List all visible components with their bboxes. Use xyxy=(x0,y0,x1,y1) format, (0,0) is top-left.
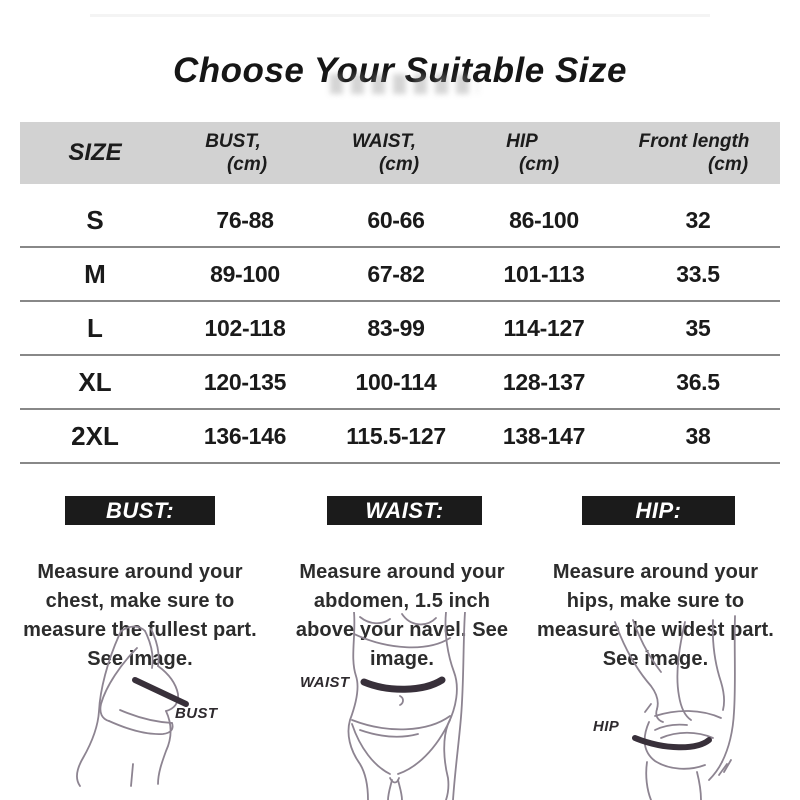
row-l-size: L xyxy=(87,312,103,343)
faint-top-artifact xyxy=(90,14,710,17)
row-2xl-front-length: 38 xyxy=(685,422,711,449)
header-front-length-unit: (cm) xyxy=(707,154,749,175)
table-row: XL 120-135 100-114 128-137 36.5 xyxy=(20,356,780,410)
waist-measure-band xyxy=(360,676,446,693)
header-size-label: SIZE xyxy=(68,139,122,167)
header-hip-label: HIP xyxy=(506,130,538,152)
header-waist-label: WAIST, xyxy=(351,130,417,152)
row-xl-waist: 100-114 xyxy=(355,368,437,395)
size-table-body: S 76-88 60-66 86-100 32 M 89-100 67-82 1… xyxy=(20,194,780,464)
waist-label-bar: WAIST: xyxy=(327,496,482,525)
header-hip-unit: (cm) xyxy=(518,154,560,175)
bust-figure-label: BUST xyxy=(175,705,218,722)
hip-figure: HIP xyxy=(585,612,760,800)
bust-label-bar: BUST: xyxy=(65,496,215,525)
row-l-waist: 83-99 xyxy=(367,314,425,341)
row-m-waist: 67-82 xyxy=(367,260,425,287)
header-waist: WAIST, (cm) xyxy=(320,130,472,176)
header-bust: BUST, (cm) xyxy=(170,130,320,176)
hip-figure-illustration xyxy=(614,615,736,800)
hip-figure-outline xyxy=(614,615,736,800)
row-xl-hip: 128-137 xyxy=(502,368,586,395)
row-m-hip: 101-113 xyxy=(503,260,585,287)
waist-figure: WAIST xyxy=(298,612,470,800)
row-2xl-bust: 136-146 xyxy=(203,422,287,449)
row-2xl-size: 2XL xyxy=(71,420,119,451)
row-s-hip: 86-100 xyxy=(509,206,579,233)
waist-figure-outline xyxy=(347,612,466,800)
row-m-front-length: 33.5 xyxy=(676,260,720,287)
size-table-header: SIZE BUST, (cm) WAIST, (cm) HIP (cm) Fro… xyxy=(20,122,780,184)
row-s-front-length: 32 xyxy=(685,206,711,233)
waist-description: Measure around your abdomen, 1.5 inch ab… xyxy=(295,561,509,670)
hip-label-bar: HIP: xyxy=(582,496,735,525)
row-xl-size: XL xyxy=(78,366,112,397)
row-xl-front-length: 36.5 xyxy=(676,368,720,395)
row-m-size: M xyxy=(84,258,106,289)
bust-figure: BUST xyxy=(45,616,235,788)
row-xl-bust: 120-135 xyxy=(203,368,287,395)
waist-figure-illustration xyxy=(347,612,466,800)
page-title: Choose Your Suitable Size xyxy=(173,51,627,91)
header-front-length-label: Front length xyxy=(638,130,750,152)
header-waist-unit: (cm) xyxy=(378,154,420,175)
row-s-bust: 76-88 xyxy=(216,206,274,233)
header-hip: HIP (cm) xyxy=(472,130,616,176)
waist-figure-label: WAIST xyxy=(300,674,350,691)
hip-description: Measure around your hips, make sure to m… xyxy=(537,561,774,670)
header-size: SIZE xyxy=(20,138,170,167)
row-s-size: S xyxy=(86,204,104,235)
table-row: M 89-100 67-82 101-113 33.5 xyxy=(20,248,780,302)
row-m-bust: 89-100 xyxy=(210,260,280,287)
hip-measure-band xyxy=(632,735,712,751)
table-row: S 76-88 60-66 86-100 32 xyxy=(20,194,780,248)
row-l-hip: 114-127 xyxy=(503,314,585,341)
erased-subtitle-artifact xyxy=(330,74,478,94)
row-l-front-length: 35 xyxy=(685,314,711,341)
hip-figure-label: HIP xyxy=(593,718,620,735)
row-2xl-hip: 138-147 xyxy=(502,422,586,449)
bust-measure-band xyxy=(132,677,189,707)
row-s-waist: 60-66 xyxy=(367,206,425,233)
header-bust-unit: (cm) xyxy=(226,154,268,175)
table-row: 2XL 136-146 115.5-127 138-147 38 xyxy=(20,410,780,464)
row-2xl-waist: 115.5-127 xyxy=(346,422,446,449)
header-bust-label: BUST, xyxy=(205,130,261,152)
header-front-length: Front length (cm) xyxy=(616,130,780,176)
bust-description: Measure around your chest, make sure to … xyxy=(23,561,257,670)
table-row: L 102-118 83-99 114-127 35 xyxy=(20,302,780,356)
row-l-bust: 102-118 xyxy=(204,314,286,341)
bust-figure-outline xyxy=(76,625,179,787)
bust-figure-illustration xyxy=(76,625,189,787)
